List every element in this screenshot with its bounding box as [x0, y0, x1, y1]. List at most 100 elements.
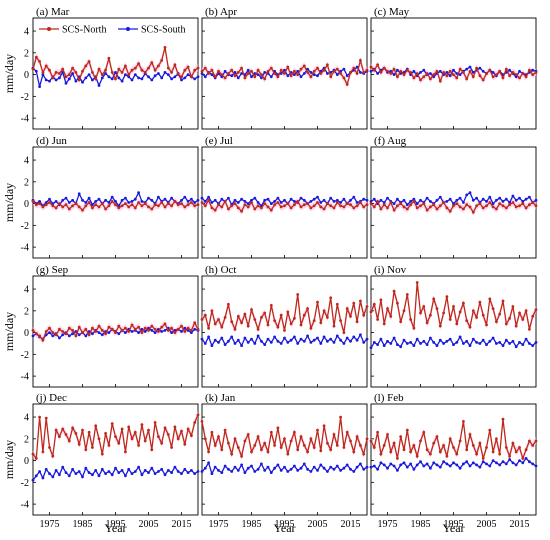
- scs-south-point: [44, 201, 48, 204]
- scs-south-point: [319, 463, 323, 467]
- scs-south-point: [339, 201, 342, 204]
- scs-north-point: [84, 327, 88, 331]
- scs-north-point: [124, 326, 127, 330]
- scs-north-point: [471, 75, 475, 79]
- scs-north-point: [508, 317, 511, 320]
- scs-south-point: [213, 338, 217, 342]
- scs-north-point: [203, 66, 207, 70]
- scs-south-point: [293, 73, 296, 76]
- scs-south-point: [266, 337, 270, 341]
- scs-south-point: [67, 474, 71, 478]
- scs-south-point: [415, 337, 419, 341]
- scs-south-point: [97, 197, 101, 201]
- scs-south-point: [137, 331, 141, 334]
- scs-north-point: [283, 204, 286, 208]
- scs-south-point: [409, 200, 412, 203]
- scs-north-point: [534, 71, 538, 74]
- panel-9: (j) Dec -4 -2 0 2 4 1975 1985 1995 2005 2015: [21, 392, 200, 530]
- scs-south-point: [217, 341, 220, 344]
- scs-north-point: [299, 323, 303, 327]
- scs-north-point: [81, 69, 84, 73]
- scs-north-point: [213, 75, 217, 79]
- scs-north-point: [455, 322, 459, 326]
- scs-south-point: [365, 337, 369, 341]
- scs-north-point: [432, 297, 436, 301]
- scs-south-point: [160, 330, 164, 333]
- y-tick-label: 2: [24, 48, 29, 59]
- y-tick-label: 4: [24, 413, 29, 424]
- scs-north-point: [207, 450, 211, 454]
- scs-north-point: [322, 68, 326, 72]
- y-tick-label: 0: [24, 328, 29, 339]
- scs-north-point: [64, 203, 68, 207]
- x-tick-label: 1975: [378, 519, 398, 530]
- scs-south-point: [243, 336, 247, 340]
- scs-south-point: [48, 79, 51, 83]
- scs-south-point: [186, 200, 190, 203]
- scs-north-point: [203, 204, 207, 208]
- scs-north-point: [44, 64, 48, 68]
- scs-south-point: [100, 76, 104, 80]
- scs-south-point: [485, 200, 488, 203]
- scs-south-point: [302, 339, 306, 343]
- scs-north-point: [345, 83, 349, 86]
- scs-north-point: [256, 204, 260, 208]
- scs-south-point: [452, 461, 455, 465]
- panel-8: (i) Nov: [369, 264, 538, 388]
- scs-north-point: [117, 441, 121, 445]
- scs-north-point: [286, 65, 290, 69]
- scs-south-point: [491, 459, 495, 462]
- scs-north-point: [127, 205, 131, 209]
- scs-south-point: [359, 71, 362, 74]
- scs-south-point: [504, 338, 508, 342]
- scs-north-point: [97, 324, 101, 328]
- scs-north-point: [309, 206, 313, 210]
- scs-north-point: [41, 205, 45, 209]
- scs-south-point: [349, 198, 352, 202]
- scs-north-point: [524, 206, 528, 210]
- scs-south-point: [130, 200, 134, 203]
- scs-south-point: [250, 337, 253, 341]
- scs-north-point: [458, 439, 462, 443]
- scs-north-point: [38, 60, 41, 63]
- x-tick-label: 2015: [341, 519, 361, 530]
- scs-south-point: [44, 467, 48, 471]
- scs-north-point: [157, 204, 160, 208]
- scs-south-point: [396, 469, 399, 472]
- scs-south-point: [332, 200, 336, 203]
- scs-north-point: [253, 75, 257, 79]
- scs-south-point: [114, 200, 117, 203]
- scs-south-point: [289, 467, 293, 471]
- scs-north-point: [38, 415, 41, 419]
- scs-south-point: [110, 195, 114, 199]
- scs-north-point: [107, 204, 111, 208]
- scs-south-point: [455, 198, 459, 202]
- scs-north-point: [335, 201, 339, 204]
- scs-north-point: [210, 68, 214, 72]
- scs-south-point: [369, 465, 373, 469]
- scs-south-point: [352, 335, 356, 339]
- scs-north-point: [352, 66, 356, 70]
- scs-north-point: [396, 75, 399, 79]
- panel-3: (d) Jun -4 -2 0 2 4: [21, 135, 200, 259]
- scs-north-point: [104, 332, 107, 336]
- scs-north-point: [120, 71, 124, 74]
- scs-south-point: [475, 196, 478, 200]
- scs-south-point: [166, 73, 170, 76]
- scs-north-point: [207, 326, 211, 330]
- scs-south-point: [518, 69, 521, 73]
- scs-south-point: [438, 465, 442, 469]
- scs-south-point: [58, 473, 61, 477]
- scs-south-point: [256, 467, 260, 471]
- scs-south-point: [419, 198, 422, 202]
- scs-north-point: [326, 63, 329, 67]
- y-tick-label: 4: [24, 27, 29, 38]
- scs-north-point: [160, 201, 164, 204]
- scs-south-point: [104, 198, 107, 202]
- scs-north-point: [316, 428, 319, 432]
- scs-north-point: [190, 329, 193, 332]
- scs-north-point: [41, 338, 45, 342]
- x-tick-label: 1975: [209, 519, 229, 530]
- scs-south-point: [501, 344, 505, 347]
- scs-north-point: [465, 203, 469, 207]
